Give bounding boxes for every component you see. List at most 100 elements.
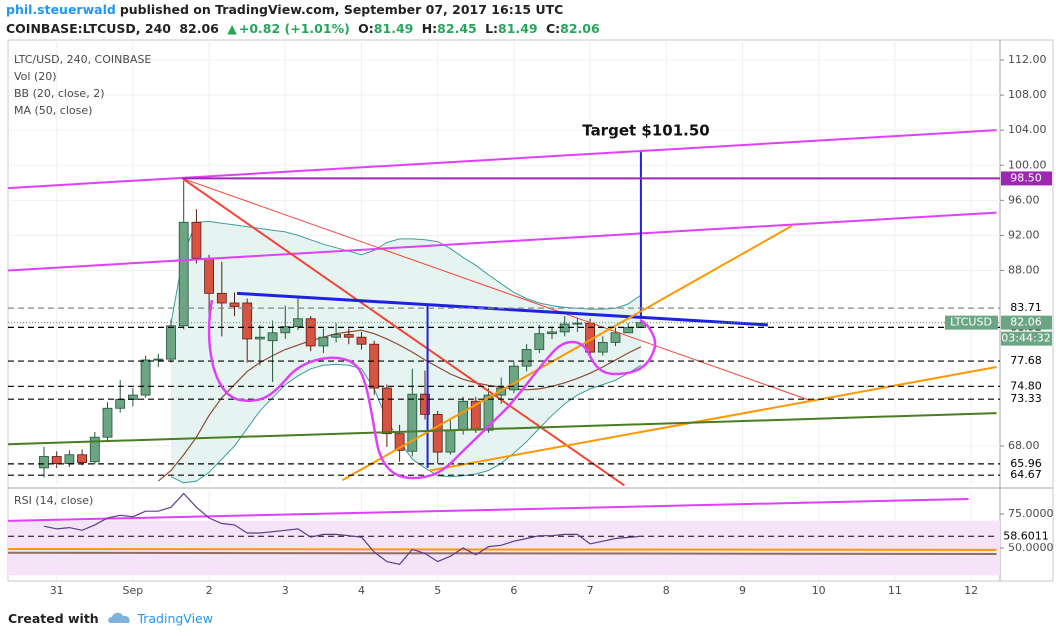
trend-line [236, 291, 768, 327]
candle-body [102, 407, 113, 438]
indicator-label: Vol (20) [14, 70, 57, 83]
trend-line [8, 412, 997, 446]
x-tick-label: 6 [510, 584, 517, 597]
x-tick-label: 12 [964, 584, 978, 597]
price-label: 98.50 [1010, 171, 1042, 184]
candle-body [496, 387, 507, 396]
rsi-value-label: 58.6011 [1003, 529, 1049, 542]
ohlc-key: L: [485, 21, 499, 36]
price-label-box [1001, 171, 1052, 186]
rsi-line [43, 492, 641, 565]
candle-body [610, 332, 621, 343]
candle-body [508, 365, 519, 391]
publish-line: phil.steuerwald published on TradingView.… [6, 2, 567, 17]
indicator-label: BB (20, close, 2) [14, 87, 105, 100]
indicator-label: MA (50, close) [14, 104, 92, 117]
trend-line [182, 177, 810, 401]
candle-body [254, 336, 265, 340]
author[interactable]: phil.steuerwald [6, 2, 116, 17]
last-price-box [1001, 315, 1052, 330]
candle-body [407, 393, 418, 452]
countdown-label: 03:44:32 [1001, 332, 1050, 345]
y-tick-label: 112.00 [1008, 53, 1047, 66]
x-tick-label: 4 [358, 584, 365, 597]
y-tick-label: 104.00 [1008, 123, 1047, 136]
rsi-title: RSI (14, close) [14, 494, 93, 507]
candle-body [64, 454, 75, 464]
candle-body [420, 393, 430, 415]
candle-body [77, 454, 87, 464]
candle-body [216, 292, 227, 304]
ohlc-value: 81.49 [373, 21, 414, 36]
x-tick-label: 2 [206, 584, 213, 597]
target-annotation: Target $101.50 [582, 122, 709, 140]
x-tick-label: 3 [282, 584, 289, 597]
candle-body [229, 302, 240, 307]
candle-body [89, 436, 100, 463]
rsi-tick-label: 75.0000 [1008, 507, 1054, 520]
candle-body [483, 394, 494, 431]
chart-title: LTC/USD, 240, COINBASE [14, 53, 151, 66]
symbol: COINBASE:LTCUSD, 240 [6, 21, 171, 36]
brand[interactable]: TradingView [137, 611, 213, 626]
price-label-box [1001, 468, 1052, 483]
y-tick-label: 68.00 [1008, 439, 1040, 452]
candle-body [39, 456, 49, 469]
candle-body [204, 257, 215, 294]
x-tick-label: 5 [434, 584, 441, 597]
bb-line [170, 363, 642, 484]
candle-body [318, 336, 329, 347]
bb-fill [171, 221, 641, 483]
y-tick-label: 108.00 [1008, 88, 1047, 101]
candle-body [597, 342, 608, 353]
trend-line [429, 366, 997, 472]
candle-body [140, 359, 151, 396]
candle-body [445, 429, 456, 453]
candle-body [356, 336, 367, 345]
price-label-box [1001, 354, 1052, 369]
y-tick-label: 92.00 [1008, 228, 1040, 241]
ohlc-key: C: [545, 21, 561, 36]
rsi-tick-label: 50.0000 [1008, 541, 1054, 554]
x-tick-label: 31 [50, 584, 64, 597]
ohlc-key: O: [358, 21, 374, 36]
price-label: 83.71 [1010, 301, 1042, 314]
trend-line [181, 177, 625, 486]
candle-body [191, 221, 202, 259]
price-label-box [1001, 392, 1052, 407]
candle-body [115, 399, 126, 409]
ohlc-key: H: [421, 21, 438, 36]
price-label-box [1001, 301, 1052, 316]
candle-body [547, 331, 557, 335]
x-tick-label: Sep [123, 584, 144, 597]
published-text: published on TradingView.com, September … [119, 2, 564, 17]
brand-logo [108, 612, 130, 623]
candle-body [166, 325, 176, 360]
freehand-drawings [207, 299, 657, 480]
trend-line [8, 129, 997, 190]
x-tick-label: 11 [888, 584, 902, 597]
symbol-line: COINBASE:LTCUSD, 240 82.06 ▲ +0.82 (+1.01… [6, 21, 604, 36]
legend: LTC/USD, 240, COINBASE Vol (20) BB (20, … [14, 53, 151, 507]
symbol-tag-box [945, 315, 998, 330]
candle-body [369, 343, 380, 389]
y-tick-label: 100.00 [1008, 158, 1047, 171]
rsi-band [8, 520, 1000, 576]
price-pane [8, 40, 1000, 486]
candle-body [381, 387, 392, 435]
candle-body [178, 221, 189, 327]
rsi-pane [8, 490, 1000, 580]
ma-line [157, 329, 642, 482]
trend-line [341, 224, 793, 482]
price-label-box [1001, 379, 1052, 394]
candle-body [280, 326, 291, 334]
candle-body [572, 322, 583, 325]
x-tick-label: 10 [812, 584, 826, 597]
created-with: Created with [8, 611, 99, 626]
y-tick-label: 88.00 [1008, 264, 1040, 277]
last-price: 82.06 [179, 21, 219, 36]
x-tick-label: 8 [663, 584, 670, 597]
candle-body [394, 433, 405, 451]
